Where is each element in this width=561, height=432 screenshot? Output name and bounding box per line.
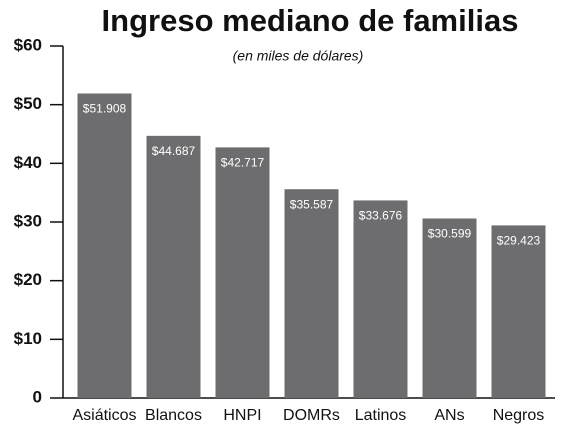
x-tick-label: Asiáticos [72, 407, 136, 424]
value-label: $29.423 [497, 234, 541, 248]
x-tick-label: Blancos [145, 407, 202, 424]
x-tick-label: Latinos [355, 407, 407, 424]
bar [146, 135, 201, 398]
bar [77, 93, 132, 398]
x-tick-label: Negros [493, 407, 545, 424]
value-label: $44.687 [152, 144, 196, 158]
x-tick-label: ANs [434, 407, 464, 424]
y-tick-label: 0 [33, 387, 42, 406]
y-tick-label: $50 [14, 94, 42, 113]
value-label: $33.676 [359, 209, 403, 223]
x-tick-label: DOMRs [283, 407, 340, 424]
value-label: $51.908 [83, 102, 127, 116]
bar [491, 225, 546, 398]
x-tick-label: HNPI [223, 407, 261, 424]
y-tick-label: $30 [14, 211, 42, 230]
bar [353, 200, 408, 398]
value-label: $42.717 [221, 156, 265, 170]
value-label: $35.587 [290, 197, 334, 211]
y-tick-label: $40 [14, 153, 42, 172]
y-tick-label: $10 [14, 329, 42, 348]
chart-subtitle: (en miles de dólares) [233, 48, 364, 64]
chart-title: Ingreso mediano de familias [102, 3, 519, 38]
bar [215, 147, 270, 398]
y-tick-label: $60 [14, 35, 42, 54]
bar [284, 189, 339, 398]
bar [422, 218, 477, 398]
value-label: $30.599 [428, 227, 472, 241]
y-tick-label: $20 [14, 270, 42, 289]
